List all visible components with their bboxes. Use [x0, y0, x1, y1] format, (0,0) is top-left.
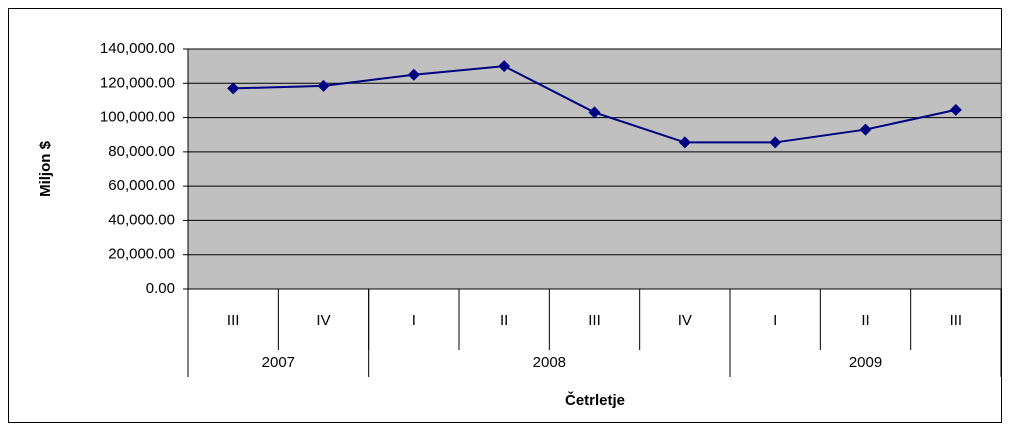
marker — [949, 103, 962, 116]
y-tick-label: 80,000.00 — [108, 143, 175, 160]
x-tick-label: I — [412, 312, 416, 329]
group-label: 2008 — [533, 354, 566, 371]
group-label: 2009 — [849, 354, 882, 371]
x-tick-label: II — [500, 312, 508, 329]
x-tick-label: I — [773, 312, 777, 329]
marker — [317, 79, 330, 92]
y-tick-label: 140,000.00 — [100, 40, 175, 57]
marker — [498, 60, 511, 73]
marker — [227, 82, 240, 95]
marker — [588, 106, 601, 119]
y-axis-label: Miljon $ — [37, 140, 54, 196]
y-tick-label: 40,000.00 — [108, 211, 175, 228]
marker — [769, 136, 782, 149]
y-tick-label: 100,000.00 — [100, 109, 175, 126]
x-tick-label: IV — [316, 312, 330, 329]
marker — [859, 123, 872, 136]
x-tick-label: II — [861, 312, 869, 329]
x-tick-label: III — [588, 312, 601, 329]
x-axis-label: Četrletje — [565, 391, 625, 409]
y-tick-label: 0.00 — [146, 280, 175, 297]
y-tick-label: 20,000.00 — [108, 246, 175, 263]
plot-area — [187, 48, 1002, 290]
x-tick-label: III — [227, 312, 240, 329]
marker — [678, 136, 691, 149]
y-tick-label: 60,000.00 — [108, 177, 175, 194]
marker — [407, 68, 420, 81]
group-label: 2007 — [262, 354, 295, 371]
x-tick-label: III — [950, 312, 963, 329]
x-tick-label: IV — [678, 312, 692, 329]
y-tick-label: 120,000.00 — [100, 74, 175, 91]
